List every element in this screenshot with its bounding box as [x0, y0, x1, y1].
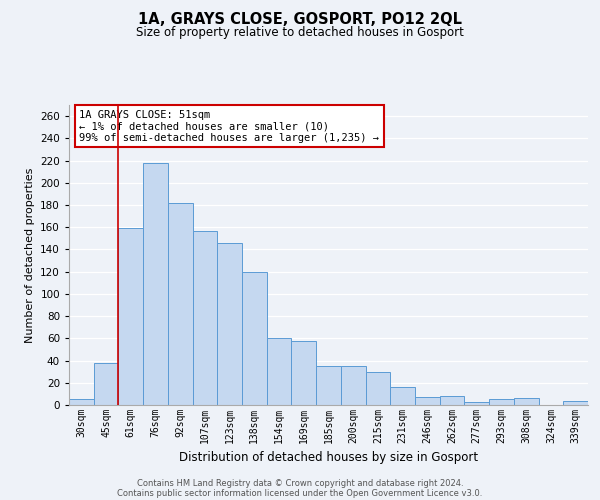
X-axis label: Distribution of detached houses by size in Gosport: Distribution of detached houses by size … — [179, 452, 478, 464]
Bar — [365, 372, 390, 405]
Bar — [390, 387, 415, 405]
Bar — [563, 400, 588, 405]
Bar — [292, 340, 316, 405]
Y-axis label: Number of detached properties: Number of detached properties — [25, 168, 35, 342]
Bar — [193, 230, 217, 405]
Bar — [217, 243, 242, 405]
Bar — [440, 396, 464, 405]
Bar — [69, 400, 94, 405]
Bar — [415, 397, 440, 405]
Text: 1A, GRAYS CLOSE, GOSPORT, PO12 2QL: 1A, GRAYS CLOSE, GOSPORT, PO12 2QL — [138, 12, 462, 28]
Text: 1A GRAYS CLOSE: 51sqm
← 1% of detached houses are smaller (10)
99% of semi-detac: 1A GRAYS CLOSE: 51sqm ← 1% of detached h… — [79, 110, 379, 142]
Bar — [168, 203, 193, 405]
Text: Size of property relative to detached houses in Gosport: Size of property relative to detached ho… — [136, 26, 464, 39]
Text: Contains public sector information licensed under the Open Government Licence v3: Contains public sector information licen… — [118, 488, 482, 498]
Bar — [341, 366, 365, 405]
Text: Contains HM Land Registry data © Crown copyright and database right 2024.: Contains HM Land Registry data © Crown c… — [137, 478, 463, 488]
Bar — [267, 338, 292, 405]
Bar — [514, 398, 539, 405]
Bar — [316, 366, 341, 405]
Bar — [489, 400, 514, 405]
Bar — [94, 363, 118, 405]
Bar — [143, 163, 168, 405]
Bar — [118, 228, 143, 405]
Bar — [242, 272, 267, 405]
Bar — [464, 402, 489, 405]
